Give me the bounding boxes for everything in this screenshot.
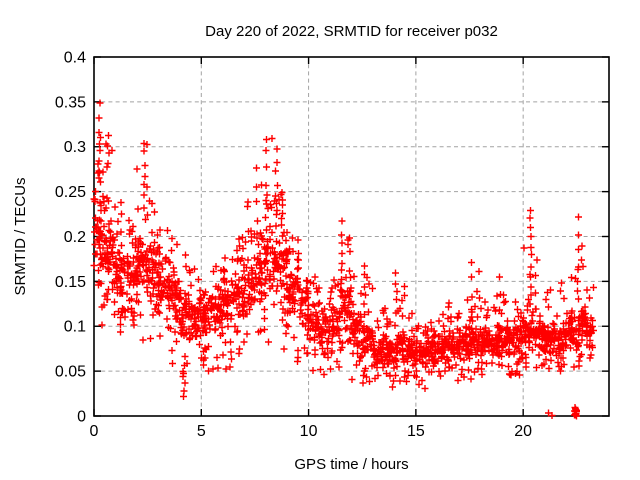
x-axis-label: GPS time / hours [294, 456, 408, 473]
y-tick-label: 0.05 [55, 364, 86, 381]
x-tick-label: 0 [90, 423, 99, 440]
y-tick-label: 0.15 [55, 274, 86, 291]
x-tick-label: 15 [407, 423, 425, 440]
y-axis-label: SRMTID / TECUs [12, 177, 29, 295]
x-tick-label: 20 [514, 423, 532, 440]
data-points [90, 99, 597, 420]
chart-title: Day 220 of 2022, SRMTID for receiver p03… [205, 23, 498, 40]
x-tick-label: 5 [197, 423, 206, 440]
y-tick-label: 0.25 [55, 184, 86, 201]
tick-labels: 0 5 10 15 20 0 0.05 0.1 0.15 0.2 0.25 0.3 0.35 0.4 [55, 49, 532, 440]
x-tick-label: 10 [300, 423, 318, 440]
y-tick-label: 0.35 [55, 94, 86, 111]
y-tick-label: 0.2 [64, 229, 86, 246]
y-tick-label: 0.1 [64, 319, 86, 336]
y-tick-label: 0.3 [64, 139, 86, 156]
y-tick-label: 0 [77, 408, 86, 425]
y-tick-label: 0.4 [64, 49, 86, 66]
